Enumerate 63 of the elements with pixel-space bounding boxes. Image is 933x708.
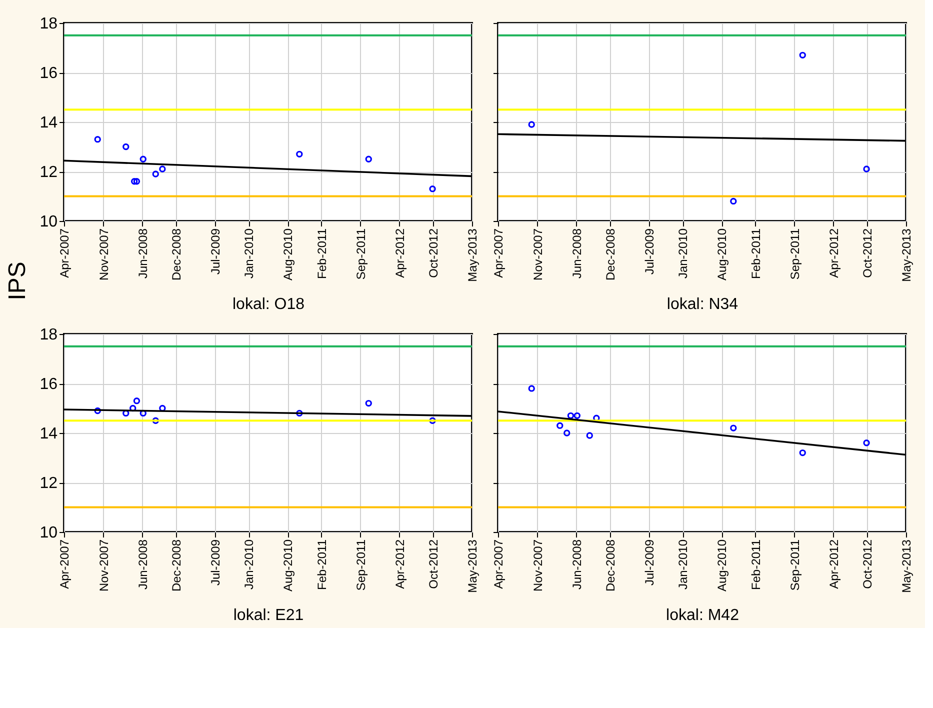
x-axis-title: lokal: O18 (232, 296, 305, 313)
x-tick-label: Apr-2012 (392, 228, 407, 278)
x-axis-title: lokal: N34 (666, 296, 738, 313)
y-axis-title: IPS (4, 262, 31, 300)
x-tick-label: Jun-2008 (570, 539, 584, 590)
x-tick-label: Feb-2011 (314, 228, 329, 279)
x-tick-label: Apr-2007 (58, 228, 72, 278)
x-tick-label: Aug-2010 (281, 539, 296, 592)
x-axis-title: lokal: M42 (666, 606, 740, 624)
x-tick-label: Jun-2008 (136, 539, 150, 590)
x-tick-label: Aug-2010 (715, 228, 730, 281)
x-tick-label: Nov-2007 (96, 228, 111, 281)
x-tick-label: Sep-2011 (354, 228, 368, 280)
x-tick-label: May-2013 (900, 228, 914, 282)
y-tick-label: 16 (40, 376, 58, 393)
x-tick-label: Jul-2009 (208, 228, 222, 275)
x-tick-label: Sep-2011 (354, 539, 368, 591)
x-tick-label: Feb-2011 (314, 539, 329, 590)
x-tick-label: Sep-2011 (788, 539, 802, 591)
y-tick-label: 12 (40, 164, 58, 181)
x-tick-label: Nov-2007 (96, 539, 111, 592)
x-axis-title: lokal: E21 (233, 606, 304, 624)
x-tick-label: Feb-2011 (748, 539, 763, 590)
x-tick-label: Sep-2011 (788, 228, 802, 280)
x-tick-label: Jan-2010 (242, 539, 256, 590)
x-tick-label: May-2013 (466, 539, 480, 593)
x-tick-label: Apr-2012 (826, 228, 841, 278)
x-tick-label: Jul-2009 (642, 539, 656, 586)
x-tick-label: Apr-2007 (492, 228, 506, 278)
x-tick-label: Dec-2008 (170, 539, 184, 592)
x-tick-label: Aug-2010 (715, 539, 730, 592)
x-tick-label: Dec-2008 (604, 228, 618, 281)
x-tick-label: Jan-2010 (676, 539, 690, 590)
x-tick-label: Jan-2010 (242, 228, 256, 279)
x-tick-label: Jan-2010 (676, 228, 690, 279)
x-tick-label: Apr-2007 (58, 539, 72, 589)
y-tick-label: 18 (40, 326, 58, 344)
y-tick-label: 18 (40, 16, 58, 32)
x-tick-label: Jul-2009 (208, 539, 222, 586)
x-tick-label: Oct-2012 (860, 539, 875, 589)
x-tick-label: Aug-2010 (281, 228, 296, 281)
x-tick-label: Oct-2012 (860, 228, 875, 278)
y-tick-label: 10 (40, 214, 58, 230)
y-tick-label: 14 (40, 114, 58, 132)
x-tick-label: Apr-2007 (492, 539, 506, 589)
y-tick-label: 16 (40, 65, 58, 82)
x-tick-label: Oct-2012 (426, 539, 441, 589)
y-tick-label: 14 (40, 426, 58, 442)
x-tick-label: Nov-2007 (530, 539, 545, 592)
x-tick-label: May-2013 (466, 228, 480, 282)
y-tick-label: 12 (40, 475, 58, 492)
x-tick-label: Dec-2008 (170, 228, 184, 281)
x-tick-label: Jul-2009 (642, 228, 656, 275)
x-tick-label: Jun-2008 (570, 228, 584, 279)
x-tick-label: Apr-2012 (826, 539, 841, 589)
x-tick-label: Oct-2012 (426, 228, 441, 278)
x-tick-label: Dec-2008 (604, 539, 618, 592)
x-tick-label: Jun-2008 (136, 228, 150, 279)
x-tick-label: Nov-2007 (530, 228, 545, 281)
y-tick-label: 10 (40, 524, 58, 542)
x-tick-label: Feb-2011 (748, 228, 763, 279)
x-tick-label: Apr-2012 (392, 539, 407, 589)
x-tick-label: May-2013 (900, 539, 914, 593)
